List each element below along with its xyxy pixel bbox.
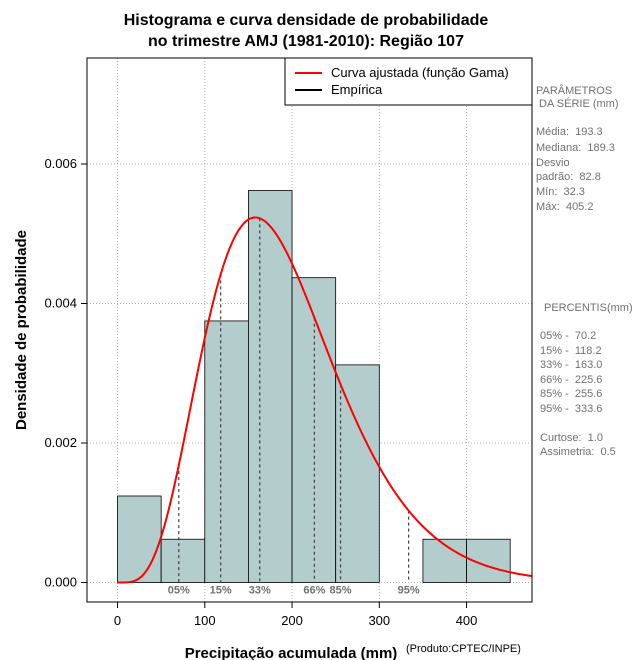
legend: Curva ajustada (função Gama) Empírica [284, 57, 533, 106]
chart-title-line-1: Histograma e curva densidade de probabil… [124, 12, 489, 29]
product-credit: (Produto:CPTEC/INPE) [406, 643, 521, 655]
percentil-95: 95% - 333.6 [540, 403, 602, 415]
x-tick-label-4: 400 [456, 613, 478, 628]
x-axis: 0 100 200 300 400 [114, 602, 477, 628]
param-mean: Média: 193.3 [536, 126, 603, 138]
y-axis-label: Densidade de probabilidade [13, 230, 30, 430]
percentil-15: 15% - 118.2 [540, 345, 602, 357]
percentis-header: PERCENTIS(mm) [544, 302, 633, 314]
gamma-curve-layer [117, 216, 533, 584]
legend-label-curve: Curva ajustada (função Gama) [331, 65, 509, 80]
x-axis-label: Precipitação acumulada (mm) [185, 645, 398, 660]
histogram-bar-4 [291, 277, 337, 583]
params-header-line-2: DA SÉRIE (mm) [536, 97, 619, 110]
x-tick-label-2: 200 [281, 613, 303, 628]
percentile-label-0: 05% [168, 584, 190, 596]
x-tick-label-3: 300 [368, 613, 390, 628]
y-tick-label-1: 0.002 [44, 435, 77, 450]
histogram-bar-0 [117, 495, 162, 583]
param-median: Mediana: 189.3 [536, 142, 615, 154]
chart-title-line-2: no trimestre AMJ (1981-2010): Região 107 [148, 33, 464, 50]
histogram-bar-1 [160, 538, 206, 583]
percentile-label-5: 95% [398, 584, 420, 596]
gamma-fit-curve [117, 216, 533, 584]
x-tick-label-0: 0 [114, 613, 121, 628]
y-tick-label-0: 0.000 [44, 574, 77, 589]
histogram-bar-7 [422, 538, 467, 583]
percentil-05: 05% - 70.2 [540, 330, 596, 342]
series-parameters-panel: PARÂMETROS DA SÉRIE (mm) Média: 193.3 Me… [536, 84, 619, 213]
histogram-bar-2 [204, 320, 249, 583]
y-tick-label-3: 0.006 [44, 156, 77, 171]
param-sd-value: padrão: 82.8 [536, 171, 601, 183]
y-tick-label-2: 0.004 [44, 295, 77, 310]
y-axis: 0.000 0.002 0.004 0.006 [44, 156, 87, 589]
skewness: Assimetria: 0.5 [540, 446, 616, 458]
percentiles-panel: PERCENTIS(mm) 05% - 70.2 15% - 118.2 33%… [540, 302, 633, 458]
percentile-markers: 05% 15% 33% 66% 85% 95% [168, 218, 420, 596]
percentile-label-1: 15% [210, 584, 232, 596]
kurtosis: Curtose: 1.0 [540, 432, 603, 444]
legend-box [284, 57, 533, 106]
percentil-33: 33% - 163.0 [540, 359, 602, 371]
x-tick-label-1: 100 [194, 613, 216, 628]
percentil-85: 85% - 255.6 [540, 388, 602, 400]
params-header-line-1: PARÂMETROS [536, 84, 612, 97]
legend-label-empirical: Empírica [331, 82, 383, 97]
param-min: Mín: 32.3 [536, 186, 585, 198]
histogram-bars [117, 190, 511, 583]
param-sd-label: Desvio [536, 157, 570, 169]
histogram-bar-5 [335, 364, 380, 583]
histogram-bar-3 [248, 190, 293, 583]
param-max: Máx: 405.2 [536, 201, 593, 213]
percentile-label-3: 66% [303, 584, 325, 596]
percentile-label-2: 33% [249, 584, 271, 596]
percentile-label-4: 85% [330, 584, 352, 596]
percentil-66: 66% - 225.6 [540, 374, 602, 386]
